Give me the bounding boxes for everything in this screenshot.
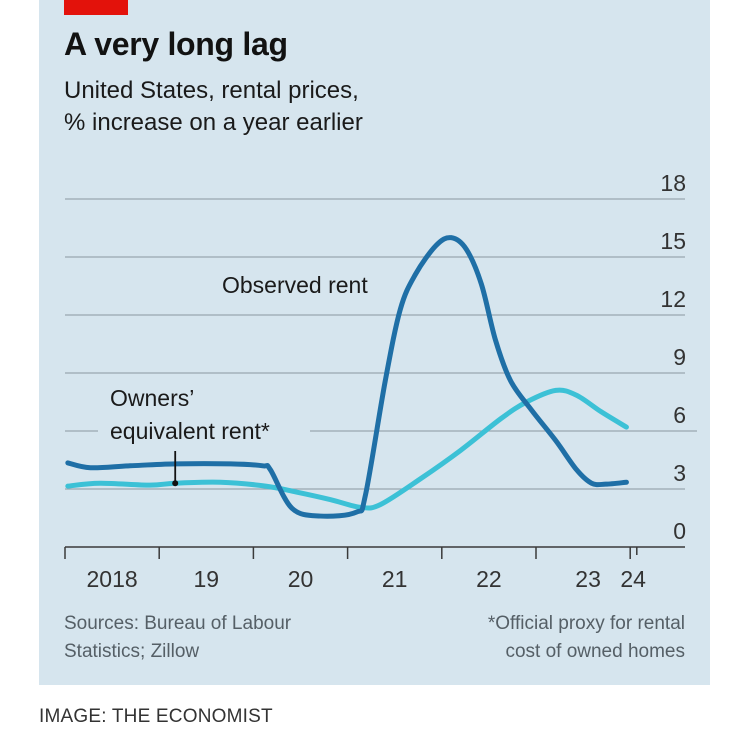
y-tick-label-9: 9 [673,344,686,370]
annotations: Observed rent Owners’ equivalent rent* [110,272,368,487]
annotation-pointer-dot [172,480,179,487]
x-tick-label-21: 21 [382,566,408,592]
chart-panel [39,0,710,685]
x-tick-label-22: 22 [476,566,502,592]
footnote-line-2: cost of owned homes [505,641,685,662]
x-tick-label-23: 23 [575,566,601,592]
source-note: Sources: Bureau of Labour Statistics; Zi… [64,610,364,666]
y-tick-label-6: 6 [673,402,686,428]
x-tick-label-24: 24 [620,566,646,592]
subtitle-line-1: United States, rental prices, [64,77,359,104]
y-tick-label-18: 18 [660,170,686,196]
chart-subtitle: United States, rental prices, % increase… [64,75,524,139]
owners-equivalent-rent-label-line-2: equivalent rent* [110,418,270,444]
footnote: *Official proxy for rental cost of owned… [385,610,685,666]
y-tick-label-15: 15 [660,228,686,254]
x-tick-label-2018: 2018 [87,566,138,592]
brand-red-bar [64,0,128,15]
grid-lines [65,198,697,490]
subtitle-line-2: % increase on a year earlier [64,109,363,136]
image-credit: IMAGE: THE ECONOMIST [39,706,273,727]
label-background-gap [98,420,310,442]
observed-rent-label: Observed rent [222,272,368,298]
observed-rent-line [65,235,629,519]
source-line-2: Statistics; Zillow [64,641,200,662]
y-tick-label-12: 12 [660,286,686,312]
y-tick-label-0: 0 [673,518,686,544]
y-tick-label-3: 3 [673,460,686,486]
owners-equivalent-rent-label-line-1: Owners’ [110,385,194,411]
footnote-line-1: *Official proxy for rental [487,613,685,634]
x-tick-label-20: 20 [288,566,314,592]
x-tick-label-19: 19 [194,566,220,592]
x-axis: 2018 19 20 21 22 23 24 [64,546,685,592]
y-axis-ticks: 0 3 6 9 12 15 18 [660,170,686,544]
chart-title: A very long lag [64,26,288,62]
source-line-1: Sources: Bureau of Labour [64,613,292,634]
